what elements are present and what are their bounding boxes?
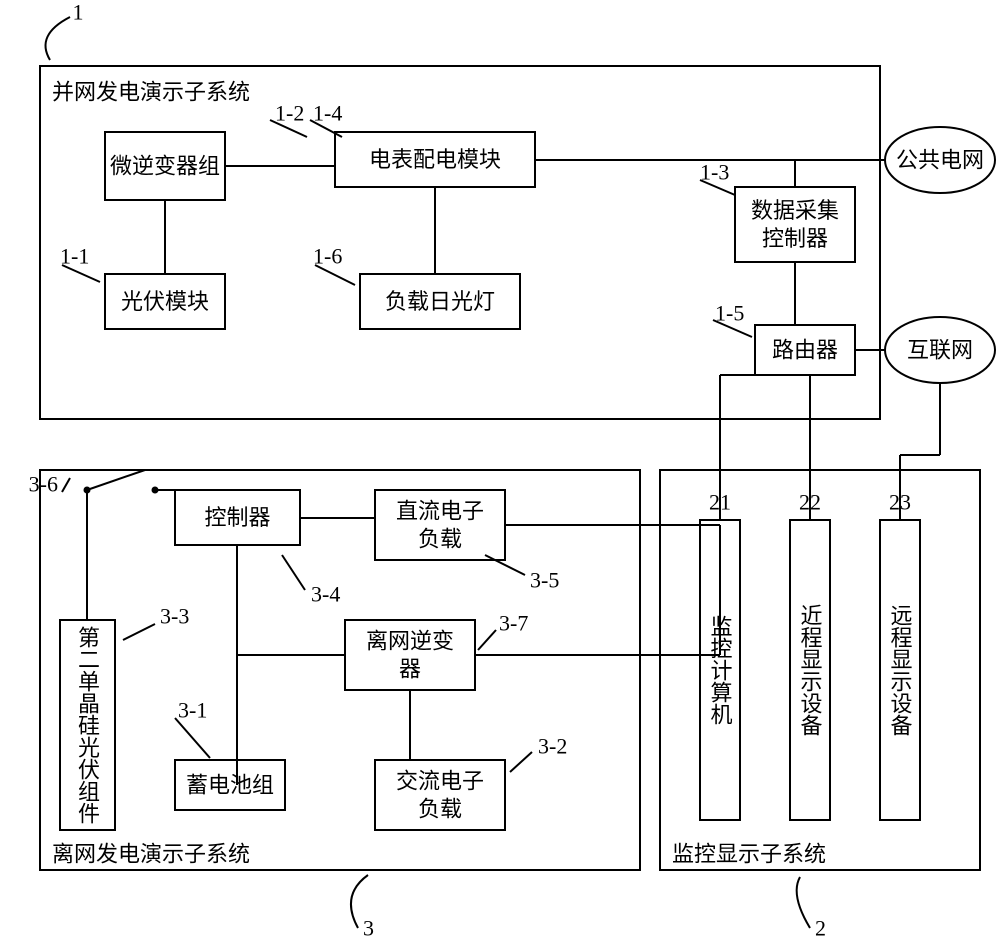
label-inverter_grp: 1-2 bbox=[275, 101, 304, 126]
label-meter_module: 1-4 bbox=[313, 101, 342, 126]
vbox-far_display-text: 远程显示设备 bbox=[888, 604, 913, 736]
box-meter_module-text: 电表配电模块 bbox=[369, 147, 501, 172]
label-offgrid_inv: 3-7 bbox=[499, 611, 528, 636]
label-data_ctrl: 1-3 bbox=[700, 160, 729, 185]
subsystem-offgrid-title: 离网发电演示子系统 bbox=[52, 842, 250, 867]
box-data_ctrl-text-2: 控制器 bbox=[762, 226, 828, 251]
edge-29 bbox=[282, 555, 305, 590]
box-inverter_grp-text: 微逆变器组 bbox=[110, 154, 220, 179]
label-pv_module: 1-1 bbox=[60, 244, 89, 269]
edge-31 bbox=[478, 630, 496, 650]
box-battery-text: 蓄电池组 bbox=[186, 773, 274, 798]
subsystem-offgrid-label: 3 bbox=[363, 916, 374, 941]
subsystem-monitor-title: 监控显示子系统 bbox=[672, 842, 826, 867]
box-dc_load-text-1: 直流电子 bbox=[396, 499, 484, 524]
subsystem-offgrid bbox=[40, 470, 640, 870]
vbox-far_display-label: 23 bbox=[889, 490, 911, 515]
label-pv2: 3-3 bbox=[160, 604, 189, 629]
edge-32 bbox=[123, 624, 155, 640]
label-controller: 3-4 bbox=[311, 582, 340, 607]
label-dc_load: 3-5 bbox=[530, 568, 559, 593]
box-dc_load-text-2: 负载 bbox=[418, 527, 462, 552]
leader-c1 bbox=[46, 17, 71, 60]
switch-label: 3-6 bbox=[29, 472, 58, 497]
box-controller-text: 控制器 bbox=[204, 505, 270, 530]
vbox-monitor_pc-label: 21 bbox=[709, 490, 731, 515]
edge-22 bbox=[62, 478, 70, 492]
switch-post-right bbox=[152, 487, 159, 494]
subsystem-grid-title: 并网发电演示子系统 bbox=[52, 80, 250, 105]
box-offgrid_inv-text-1: 离网逆变 bbox=[366, 629, 454, 654]
box-offgrid_inv-text-2: 器 bbox=[399, 657, 421, 682]
box-pv2-text: 第二单晶硅光伏组件 bbox=[75, 626, 100, 824]
subsystem-monitor-label: 2 bbox=[815, 916, 826, 941]
label-battery: 3-1 bbox=[178, 698, 207, 723]
label-ac_load: 3-2 bbox=[538, 734, 567, 759]
box-router-text: 路由器 bbox=[772, 338, 838, 363]
box-data_ctrl-text-1: 数据采集 bbox=[751, 198, 839, 223]
vbox-monitor_pc-text: 监控计算机 bbox=[708, 615, 733, 725]
leader-c2 bbox=[797, 877, 810, 928]
label-daylight_load: 1-6 bbox=[313, 244, 342, 269]
edge-33 bbox=[175, 718, 210, 758]
box-ac_load-text-1: 交流电子 bbox=[396, 769, 484, 794]
box-pv_module-text: 光伏模块 bbox=[121, 289, 209, 314]
vbox-near_display-text: 近程显示设备 bbox=[798, 604, 823, 736]
box-daylight_load-text: 负载日光灯 bbox=[385, 289, 495, 314]
vbox-near_display-label: 22 bbox=[799, 490, 821, 515]
edge-34 bbox=[510, 752, 532, 772]
ellipse-public_grid-text: 公共电网 bbox=[896, 148, 984, 173]
label-router: 1-5 bbox=[715, 301, 744, 326]
subsystem-grid-label: 1 bbox=[73, 0, 84, 25]
switch-blade bbox=[87, 470, 145, 490]
box-ac_load-text-2: 负载 bbox=[418, 797, 462, 822]
ellipse-internet-text: 互联网 bbox=[907, 338, 973, 363]
